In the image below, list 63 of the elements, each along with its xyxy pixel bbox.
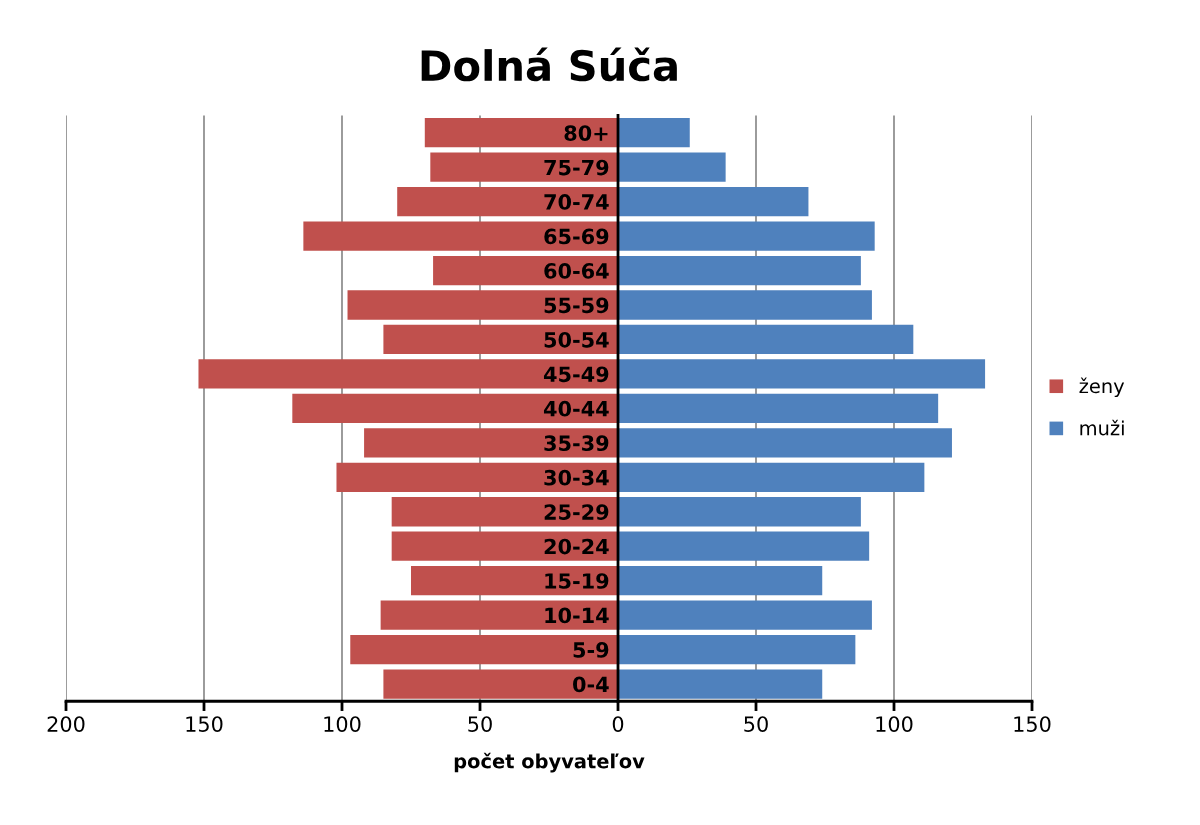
bar xyxy=(618,600,872,630)
bar xyxy=(618,531,870,561)
bar xyxy=(383,669,618,699)
bar xyxy=(336,462,618,492)
y-tick-label: 60-64 xyxy=(544,263,609,279)
y-tick-label: 55-59 xyxy=(544,297,609,314)
bar xyxy=(618,255,861,286)
bar xyxy=(618,428,952,458)
bar xyxy=(618,669,823,699)
bar xyxy=(618,462,925,492)
y-tick-label: 35-39 xyxy=(544,435,609,452)
x-tick-label: 0 xyxy=(612,716,624,732)
bar xyxy=(383,324,618,355)
bar xyxy=(347,290,618,320)
bar xyxy=(303,221,618,251)
x-tick-label: 150 xyxy=(1014,716,1051,732)
y-tick-label: 5-9 xyxy=(573,642,609,658)
bar xyxy=(364,428,618,458)
bar xyxy=(618,290,872,320)
bar xyxy=(430,152,618,182)
y-tick-label: 75-79 xyxy=(544,159,609,176)
x-tick-label: 50 xyxy=(744,716,768,732)
bar xyxy=(397,187,618,217)
bar xyxy=(618,359,986,389)
bar xyxy=(198,359,618,389)
legend-label: ženy xyxy=(1079,377,1125,398)
bar xyxy=(411,566,618,596)
y-tick-label: 10-14 xyxy=(545,607,609,624)
bar xyxy=(618,324,914,355)
x-tick-label: 100 xyxy=(876,716,913,732)
x-tick-label: 50 xyxy=(468,716,492,732)
y-tick-label: 50-54 xyxy=(544,331,609,348)
y-tick-label: 30-34 xyxy=(544,469,609,486)
bar xyxy=(618,187,809,217)
y-tick-label: 25-29 xyxy=(544,504,609,520)
bar xyxy=(618,152,726,182)
bar xyxy=(292,393,618,424)
bar xyxy=(391,497,618,527)
y-tick-label: 45-49 xyxy=(543,366,609,383)
x-axis-title: počet obyvateľov xyxy=(454,752,645,773)
bar xyxy=(350,634,618,665)
x-tick-label: 200 xyxy=(47,716,85,732)
bar xyxy=(618,221,875,251)
y-tick-label: 80+ xyxy=(564,125,608,141)
bar xyxy=(380,600,618,630)
y-tick-label: 0-4 xyxy=(573,676,609,693)
bar xyxy=(618,393,939,424)
chart-title: Dolná Súča xyxy=(421,47,677,82)
bar xyxy=(618,634,856,665)
bar xyxy=(618,497,861,527)
y-tick-label: 65-69 xyxy=(544,228,609,245)
y-tick-label: 40-44 xyxy=(543,400,609,417)
bar xyxy=(391,531,618,561)
bar xyxy=(433,255,618,286)
bar xyxy=(618,566,823,596)
x-tick-label: 150 xyxy=(186,716,223,732)
bar xyxy=(618,118,690,148)
legend-label: muži xyxy=(1080,419,1124,436)
y-tick-label: 20-24 xyxy=(544,538,609,555)
y-tick-label: 70-74 xyxy=(544,194,609,210)
y-tick-label: 15-19 xyxy=(545,573,609,589)
bar xyxy=(424,118,618,148)
x-tick-label: 100 xyxy=(324,716,361,732)
